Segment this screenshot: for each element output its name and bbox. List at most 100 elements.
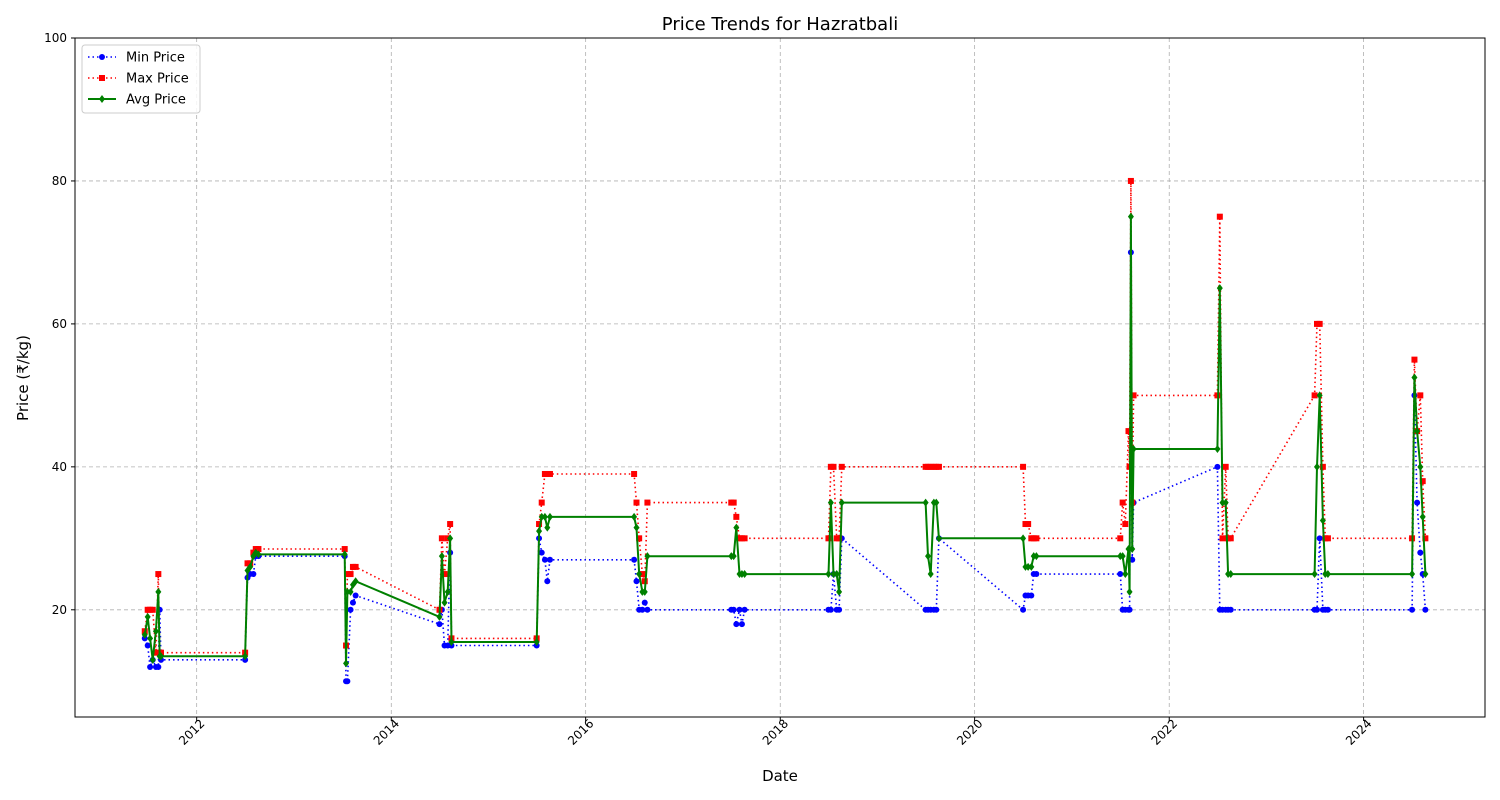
series-group <box>141 177 1429 685</box>
min-price-point <box>1316 535 1323 542</box>
avg-price-point <box>144 612 151 621</box>
avg-price-point <box>448 637 455 646</box>
max-price-point <box>1025 521 1032 528</box>
min-price-point <box>1129 556 1136 563</box>
max-price-point <box>1419 478 1426 485</box>
min-price-point <box>1409 606 1416 613</box>
avg-price-point <box>1411 373 1418 382</box>
legend-box <box>81 44 201 114</box>
min-price-point <box>544 578 551 585</box>
avg-price-point <box>825 570 832 579</box>
max-price-point <box>1033 535 1040 542</box>
max-price-point <box>1216 213 1223 220</box>
min-price-point <box>644 606 651 613</box>
legend: Min Price Max Price Avg Price <box>81 44 201 114</box>
avg-price-point <box>344 587 351 596</box>
legend-swatch-marker <box>99 95 105 103</box>
legend-item-max-price: Max Price <box>88 72 189 87</box>
legend-label: Max Price <box>126 72 189 87</box>
min-price-point <box>836 606 843 613</box>
max-price-point <box>1020 463 1027 470</box>
min-price-point <box>541 556 548 563</box>
avg-price-point <box>1122 570 1129 579</box>
min-price-point <box>546 556 553 563</box>
avg-price-point <box>922 498 929 507</box>
grid-lines <box>75 37 1485 717</box>
avg-price-point <box>1127 212 1134 221</box>
y-tick-label: 20 <box>52 603 67 617</box>
min-price-point <box>436 621 443 628</box>
min-price-point <box>733 621 740 628</box>
min-price-point <box>1314 606 1321 613</box>
max-price-point <box>730 499 737 506</box>
avg-price-point <box>633 523 640 532</box>
max-price-point <box>152 649 159 656</box>
avg-price-point <box>1125 545 1132 554</box>
max-price-point <box>830 463 837 470</box>
avg-price-point <box>644 552 651 561</box>
max-price-point <box>1219 535 1226 542</box>
avg-price-point <box>1129 545 1136 554</box>
avg-price-point <box>827 498 834 507</box>
avg-price-point <box>533 637 540 646</box>
min-price-point <box>144 642 151 649</box>
max-price-point <box>341 546 348 553</box>
avg-price-point <box>544 523 551 532</box>
avg-price-point <box>1417 462 1424 471</box>
max-price-point <box>1411 356 1418 363</box>
y-tick-label: 100 <box>44 31 67 45</box>
max-price-point <box>441 571 448 578</box>
min-price-point <box>1020 606 1027 613</box>
max-price-point <box>1316 320 1323 327</box>
min-price-point <box>1126 606 1133 613</box>
avg-price-point <box>836 587 843 596</box>
max-price-point <box>1122 521 1129 528</box>
max-price-point <box>1324 535 1331 542</box>
avg-price-point <box>347 587 354 596</box>
max-price-point <box>631 470 638 477</box>
max-price-point <box>1422 535 1429 542</box>
y-tick-label: 40 <box>52 460 67 474</box>
min-price-point <box>736 606 743 613</box>
min-price-point <box>1414 499 1421 506</box>
min-price-point <box>538 549 545 556</box>
max-price-point <box>644 499 651 506</box>
max-price-point <box>344 571 351 578</box>
max-price-point <box>538 499 545 506</box>
avg-price-point <box>155 587 162 596</box>
max-price-point <box>1127 177 1134 184</box>
max-price-point <box>836 535 843 542</box>
avg-price-point <box>444 587 451 596</box>
avg-price-series <box>141 212 1429 668</box>
avg-price-point <box>147 634 154 643</box>
min-price-point <box>344 678 351 685</box>
avg-price-point <box>441 598 448 607</box>
avg-price-point <box>631 512 638 521</box>
min-price-point <box>349 599 356 606</box>
avg-price-point <box>341 550 348 559</box>
min-price-point <box>1422 606 1429 613</box>
avg-price-point <box>1422 570 1429 579</box>
max-price-point <box>438 535 445 542</box>
avg-price-point <box>830 570 837 579</box>
min-price-point <box>1324 606 1331 613</box>
max-price-point <box>447 521 454 528</box>
min-price-point <box>1227 606 1234 613</box>
max-price-point <box>1227 535 1234 542</box>
avg-price-point <box>1314 462 1321 471</box>
avg-price-point <box>741 570 748 579</box>
avg-price-point <box>838 498 845 507</box>
min-price-point <box>738 621 745 628</box>
avg-price-point <box>536 527 543 536</box>
max-price-point <box>733 513 740 520</box>
avg-price-point <box>1319 516 1326 525</box>
chart-title: Price Trends for Hazratbali <box>662 14 898 35</box>
max-price-point <box>838 463 845 470</box>
avg-price-point <box>247 562 254 571</box>
max-price-point <box>1119 499 1126 506</box>
min-price-point <box>155 663 162 670</box>
min-price-point <box>352 592 359 599</box>
max-price-point <box>1311 392 1318 399</box>
